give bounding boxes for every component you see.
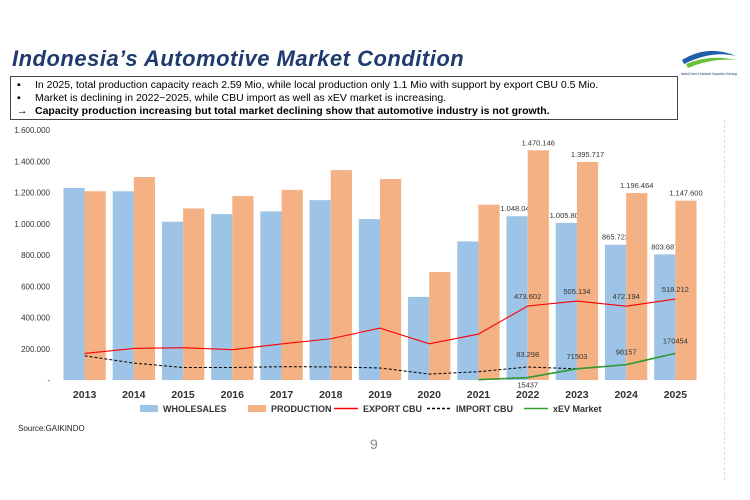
bar-wholesales bbox=[604, 244, 627, 380]
data-label: 505.134 bbox=[563, 287, 590, 296]
legend-label: IMPORT CBU bbox=[456, 404, 513, 414]
bullet-1: ▪ In 2025, total production capacity reac… bbox=[17, 79, 671, 92]
arrow-icon: → bbox=[17, 105, 28, 117]
data-label: 15437 bbox=[517, 381, 538, 390]
bar-wholesales bbox=[408, 296, 430, 380]
automotive-market-chart: - 200.000 400.000 600.000 800.000 1.000.000 1.… bbox=[14, 126, 702, 414]
line-import-cbu bbox=[84, 352, 676, 375]
y-tick-label: 1.600.000 bbox=[14, 126, 50, 135]
x-tick-label: 2023 bbox=[565, 389, 589, 401]
logo: National Center for Sustainable Transpor… bbox=[681, 50, 737, 76]
data-label: 473.602 bbox=[514, 292, 541, 301]
bar-production bbox=[429, 272, 451, 380]
bullet-2: ▪ Market is declining in 2022~2025, while… bbox=[17, 92, 671, 105]
x-tick-label: 2020 bbox=[418, 389, 442, 401]
bullet-text: Market is declining in 2022~2025, while … bbox=[35, 92, 447, 104]
bar-production bbox=[626, 193, 648, 380]
x-tick-label: 2013 bbox=[73, 389, 97, 401]
bar-wholesales bbox=[211, 214, 233, 380]
bar-wholesales bbox=[112, 191, 134, 380]
bar-production bbox=[380, 179, 402, 380]
x-tick-label: 2017 bbox=[270, 389, 294, 401]
data-label: 1.005.802 bbox=[550, 211, 583, 220]
data-label: 518.212 bbox=[662, 285, 689, 294]
y-tick-label: 1.000.000 bbox=[14, 220, 50, 229]
x-tick-label: 2025 bbox=[664, 389, 688, 401]
bar-wholesales bbox=[358, 219, 380, 380]
data-label: 83.298 bbox=[516, 350, 539, 359]
bar-production bbox=[84, 191, 106, 380]
bullet-text: In 2025, total production capacity reach… bbox=[35, 79, 599, 91]
y-tick-label: 400.000 bbox=[21, 314, 50, 323]
bar-wholesales bbox=[309, 200, 331, 380]
data-label: 71503 bbox=[566, 352, 587, 361]
y-tick-label: 1.200.000 bbox=[14, 189, 50, 198]
data-label: 98157 bbox=[616, 348, 637, 357]
x-tick-label: 2018 bbox=[319, 389, 343, 401]
bullet-text: Capacity production increasing but total… bbox=[35, 105, 550, 117]
x-tick-label: 2016 bbox=[221, 389, 245, 401]
line-xev-market bbox=[478, 352, 676, 381]
bar-production bbox=[232, 196, 254, 380]
legend-label: EXPORT CBU bbox=[363, 404, 422, 414]
x-tick-label: 2019 bbox=[368, 389, 392, 401]
data-label: 1.048.040 bbox=[500, 204, 533, 213]
bar-production bbox=[281, 189, 303, 380]
data-label: 1.470.146 bbox=[522, 138, 555, 147]
bullet-marker: ▪ bbox=[17, 79, 21, 91]
bar-wholesales bbox=[457, 241, 479, 380]
x-tick-label: 2021 bbox=[467, 389, 491, 401]
line-export-cbu bbox=[84, 298, 676, 354]
logo-caption: National Center for Sustainable Transpor… bbox=[681, 72, 737, 76]
data-label: 803.687 bbox=[651, 242, 678, 251]
bullet-marker: ▪ bbox=[17, 92, 21, 104]
page-title: Indonesia’s Automotive Market Condition bbox=[12, 46, 465, 71]
bar-wholesales bbox=[161, 221, 184, 380]
bar-production bbox=[576, 161, 599, 380]
legend-label: WHOLESALES bbox=[163, 404, 227, 414]
y-tick-label: - bbox=[47, 376, 50, 385]
bar-production bbox=[183, 208, 205, 380]
x-tick-label: 2014 bbox=[122, 389, 146, 401]
y-tick-label: 800.000 bbox=[21, 251, 50, 260]
bar-production bbox=[330, 170, 352, 380]
summary-box: ▪ In 2025, total production capacity reac… bbox=[10, 76, 678, 120]
legend-label: PRODUCTION bbox=[271, 404, 332, 414]
bar-wholesales bbox=[506, 216, 528, 380]
legend-swatch bbox=[248, 405, 266, 412]
bar-production bbox=[675, 200, 697, 380]
data-label: 170454 bbox=[663, 336, 688, 345]
data-label: 1.147.600 bbox=[669, 189, 702, 198]
y-tick-label: 200.000 bbox=[21, 345, 50, 354]
page-number: 9 bbox=[370, 436, 378, 452]
source-note: Source:GAIKINDO bbox=[18, 424, 85, 433]
bullet-3: → Capacity production increasing but tota… bbox=[17, 105, 671, 118]
bar-wholesales bbox=[63, 187, 85, 380]
bar-wholesales bbox=[260, 211, 282, 380]
logo-swoosh-green bbox=[686, 57, 736, 68]
data-label: 1.395.717 bbox=[571, 150, 604, 159]
logo-swoosh-blue bbox=[682, 50, 736, 64]
data-label: 472.194 bbox=[613, 292, 640, 301]
bar-production bbox=[478, 204, 500, 380]
bar-wholesales bbox=[555, 222, 577, 380]
data-label: 865.723 bbox=[602, 233, 629, 242]
bar-wholesales bbox=[654, 254, 676, 380]
legend-label: xEV Market bbox=[553, 404, 602, 414]
bar-production bbox=[133, 177, 156, 380]
x-tick-label: 2022 bbox=[516, 389, 540, 401]
legend-swatch bbox=[140, 405, 158, 412]
data-label: 1.196.464 bbox=[620, 181, 653, 190]
divider bbox=[724, 120, 726, 480]
y-tick-label: 1.400.000 bbox=[14, 157, 50, 166]
x-tick-label: 2015 bbox=[171, 389, 195, 401]
y-tick-label: 600.000 bbox=[21, 282, 50, 291]
bar-production bbox=[527, 150, 549, 380]
x-tick-label: 2024 bbox=[614, 389, 638, 401]
